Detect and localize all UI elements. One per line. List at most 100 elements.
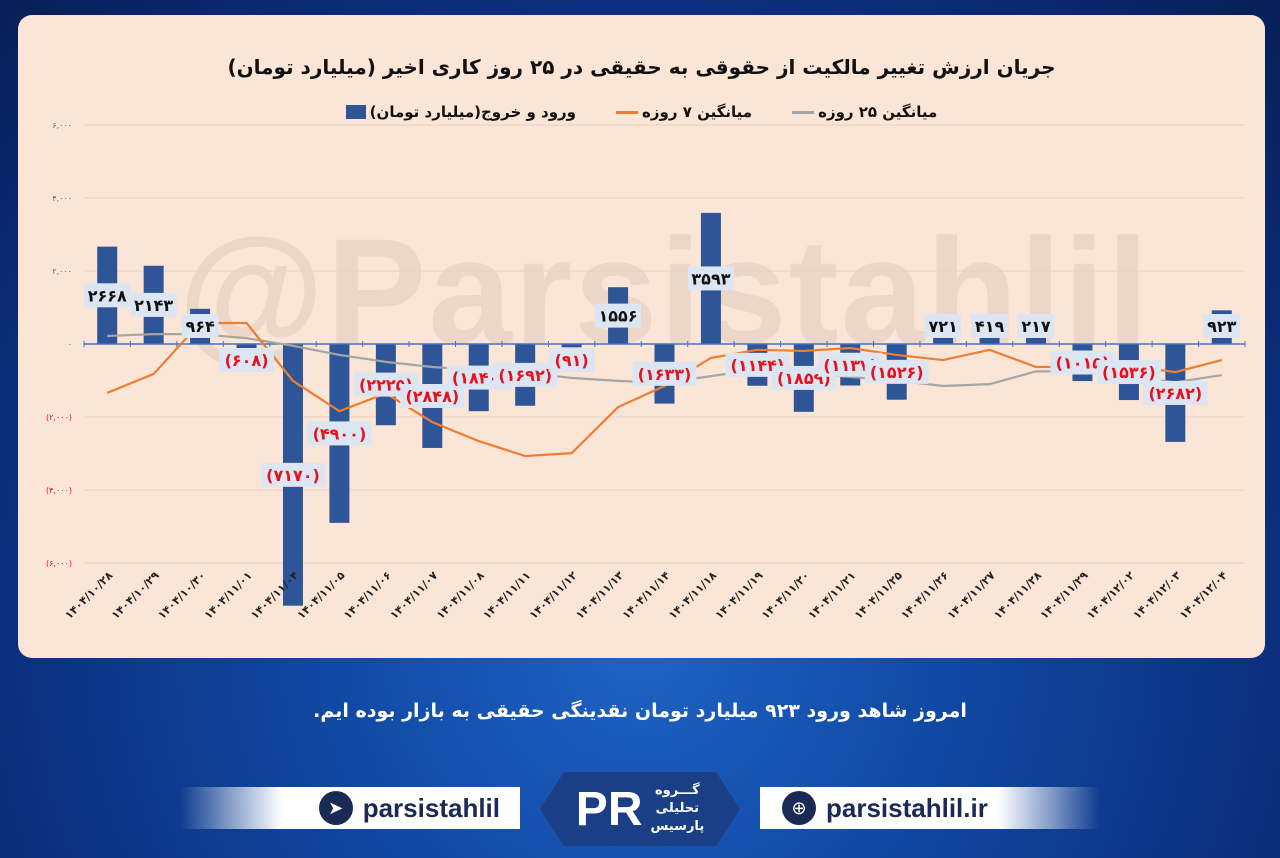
telegram-ribbon[interactable]: ➤ parsistahlil (180, 787, 520, 829)
line-series-7day (106, 321, 1223, 458)
x-tick-label: ۱۴۰۴/۱۱/۲۶ (898, 569, 951, 622)
logo: PR گـــروه تحلیلی پارسیس (540, 772, 740, 846)
telegram-handle: parsistahlil (362, 792, 500, 823)
x-tick-label: ۱۴۰۴/۱۱/۰۱ (202, 569, 255, 622)
logo-line: گـــروه (654, 783, 700, 798)
data-label-box (971, 314, 1009, 338)
chart-title: جریان ارزش تغییر مالکیت از حقوقی به حقیق… (227, 55, 1056, 79)
data-label: (۲۲۲۵) (359, 376, 413, 395)
y-tick-label: ۰ (68, 340, 72, 349)
data-label: (۱۶۹۲) (498, 366, 552, 385)
data-label: (۱۵۲۶) (870, 363, 924, 382)
logo-line: تحلیلی (655, 801, 699, 816)
data-label: (۱۰۱۵) (1056, 354, 1110, 373)
data-label: ۲۶۶۸ (88, 286, 127, 305)
data-label-box (1096, 360, 1161, 385)
x-tick-label: ۱۴۰۴/۱۱/۱۹ (713, 569, 766, 622)
data-label: (۲۶۸۲) (1148, 384, 1202, 403)
x-tick-label: ۱۴۰۴/۱۰/۲۸ (62, 569, 115, 622)
data-label: (۱۵۳۶) (1102, 363, 1156, 382)
data-label-box (632, 361, 697, 386)
legend: میانگین ۲۵ روزه میانگین ۷ روزه ورود و خر… (18, 103, 1265, 121)
data-label: (۷۱۷۰) (266, 466, 320, 485)
data-label: (۲۸۴۸) (405, 387, 459, 406)
data-label: (۱۸۵۹) (777, 369, 831, 388)
data-label-box (1017, 314, 1055, 338)
data-label: (۱۸۴۰) (452, 369, 506, 388)
data-label-box (687, 266, 734, 291)
x-tick-label: ۱۴۰۴/۱۱/۲۱ (806, 569, 859, 622)
data-label-box (864, 359, 929, 384)
legend-item-25day: میانگین ۲۵ روزه (792, 103, 937, 121)
data-label-box (493, 362, 558, 387)
data-label-box (130, 292, 177, 317)
x-tick-label: ۱۴۰۴/۱۱/۰۶ (341, 569, 394, 622)
globe-icon: ⊕ (782, 791, 816, 825)
x-tick-label: ۱۴۰۴/۱۱/۲۷ (945, 569, 998, 622)
data-label: (۴۹۰۰) (313, 424, 367, 443)
legend-label: میانگین ۷ روزه (642, 103, 753, 121)
data-label-box (1203, 314, 1241, 338)
data-label-box (260, 462, 325, 487)
y-tick-label: (۶,۰۰۰) (46, 559, 72, 568)
data-label: ۷۲۱ (928, 317, 957, 336)
website-ribbon[interactable]: ⊕ parsistahlil.ir (760, 787, 1100, 829)
data-label: (۱۶۳۳) (638, 365, 692, 384)
legend-label: میانگین ۲۵ روزه (818, 103, 938, 121)
y-tick-label: (۲,۰۰۰) (46, 413, 72, 422)
x-tick-label: ۱۴۰۴/۱۲/۰۴ (1177, 569, 1230, 622)
legend-item-flow: ورود و خروج(میلیارد تومان) (345, 103, 577, 121)
y-tick-label: ۶,۰۰۰ (52, 121, 72, 130)
data-label-box (181, 314, 219, 338)
footer-note: امروز شاهد ورود ۹۲۳ میلیارد تومان نقدینگ… (313, 700, 967, 722)
logo-line: پارسیس (650, 819, 705, 834)
x-tick-label: ۱۴۰۴/۱۰/۲۹ (109, 569, 162, 622)
x-tick-label: ۱۴۰۴/۱۱/۲۹ (1038, 569, 1091, 622)
x-tick-label: ۱۴۰۴/۱۱/۲۸ (991, 569, 1044, 622)
x-tick-label: ۱۴۰۴/۱۲/۰۳ (1131, 569, 1184, 622)
x-tick-label: ۱۴۰۴/۱۱/۰۸ (434, 569, 487, 622)
data-label: ۲۱۴۳ (134, 296, 173, 315)
data-label: ۲۱۷ (1021, 317, 1051, 336)
x-tick-label: ۱۴۰۴/۱۱/۲۰ (759, 569, 812, 622)
legend-swatch (616, 110, 639, 114)
data-label-box (84, 283, 131, 308)
x-tick-label: ۱۴۰۴/۱۲/۰۲ (1084, 569, 1137, 622)
logo-mark: PR (575, 782, 643, 836)
x-tick-label: ۱۴۰۴/۱۱/۱۳ (573, 569, 626, 622)
y-tick-label: ۴,۰۰۰ (52, 194, 72, 203)
chart-plot: ۶,۰۰۰ ۴,۰۰۰ ۲,۰۰۰ ۰ (۲,۰۰۰) (۴,۰۰۰) (۶,۰۰۰) ۲۶۶… (46, 121, 1246, 622)
y-tick-label: ۲,۰۰۰ (52, 267, 72, 276)
bar (1026, 336, 1047, 344)
legend-label: ورود و خروج(میلیارد تومان) (369, 103, 577, 121)
legend-swatch (792, 110, 815, 114)
x-tick-label: ۱۴۰۴/۱۱/۱۱ (480, 569, 533, 622)
data-label: (۹۱) (555, 351, 589, 370)
data-label: ۳۵۹۳ (691, 269, 730, 288)
data-label: ۹۲۳ (1207, 317, 1237, 336)
data-label: ۹۶۴ (185, 317, 215, 336)
legend-item-7day: میانگین ۷ روزه (616, 103, 752, 121)
data-label: (۱۱۴۴) (731, 356, 785, 375)
data-label: (۱۱۳۷) (823, 356, 877, 375)
x-tick-label: ۱۴۰۴/۱۱/۱۴ (620, 569, 673, 622)
data-label-box (307, 421, 372, 446)
data-label-box (548, 348, 595, 372)
website-url: parsistahlil.ir (826, 792, 988, 823)
telegram-icon: ➤ (318, 791, 353, 825)
data-label-box (924, 314, 962, 338)
legend-swatch (345, 105, 366, 119)
data-label-box (1143, 380, 1208, 405)
bar (561, 344, 582, 348)
x-tick-label: ۱۴۰۴/۱۱/۲۵ (852, 569, 905, 622)
x-tick-label: ۱۴۰۴/۱۱/۱۸ (666, 569, 719, 622)
x-tick-label: ۱۴۰۴/۱۱/۰۷ (388, 569, 441, 622)
data-label: ۱۵۵۶ (599, 307, 638, 326)
data-label: ۴۱۹ (975, 317, 1005, 336)
y-tick-label: (۴,۰۰۰) (46, 486, 72, 495)
data-label-box (219, 348, 275, 372)
logo-text: گـــروه تحلیلی پارسیس (650, 782, 704, 836)
x-tick-label: ۱۴۰۴/۱۱/۱۲ (527, 569, 580, 622)
x-tick-label: ۱۴۰۴/۱۰/۳۰ (155, 569, 208, 622)
data-label: (۶۰۸) (225, 351, 269, 370)
